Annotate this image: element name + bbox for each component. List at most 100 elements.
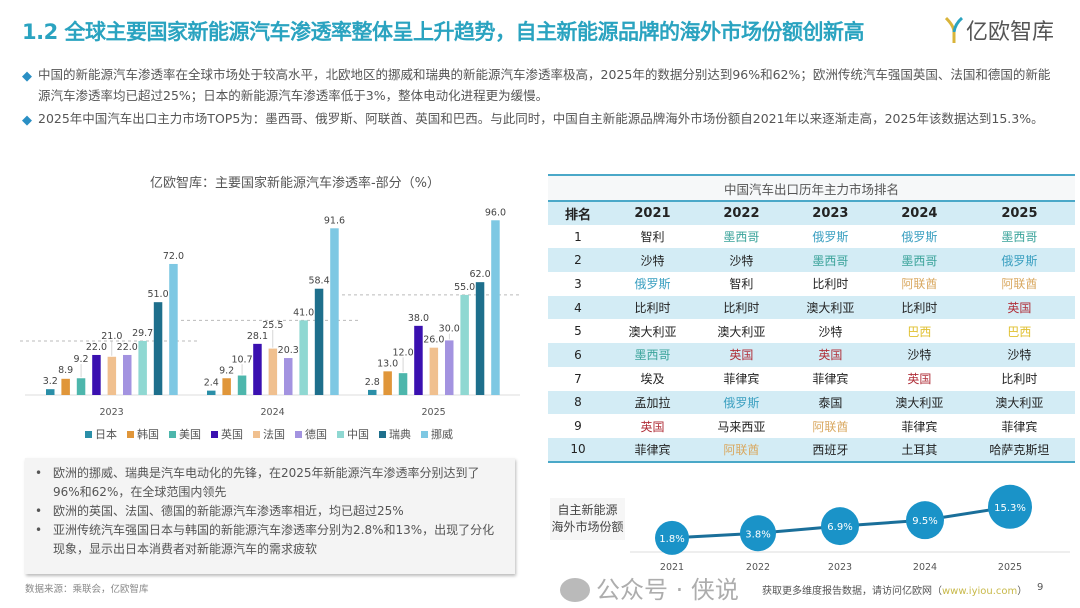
market-cell: 哈萨克斯坦 (963, 437, 1075, 463)
footer-link[interactable]: www.iyiou.com (942, 586, 1018, 597)
x-tick-label: 2025 (998, 562, 1022, 573)
rank-cell: 8 (548, 390, 608, 415)
bar (383, 371, 392, 395)
share-label-line: 自主新能源 (557, 503, 618, 517)
legend-item: 挪威 (421, 426, 453, 442)
diamond-icon: ◆ (22, 113, 32, 128)
table-row: 5 澳大利亚 澳大利亚 沙特 巴西 巴西 (548, 319, 1075, 343)
market-cell: 沙特 (874, 343, 964, 367)
page-number: 9 (1037, 582, 1044, 593)
share-point (906, 501, 944, 540)
rank-cell: 1 (574, 229, 582, 244)
legend-label: 法国 (263, 428, 285, 441)
legend-swatch (211, 430, 218, 438)
footer-text: 获取更多维度报告数据，请访问亿欧网（ (762, 586, 942, 597)
market-cell: 菲律宾 (608, 437, 697, 463)
table-caption: 中国汽车出口历年主力市场排名 (548, 174, 1075, 201)
footer: 获取更多维度报告数据，请访问亿欧网（www.iyiou.com） (762, 582, 1027, 597)
share-point (740, 515, 776, 552)
legend-item: 瑞典 (379, 426, 411, 442)
column-header: 2021 (608, 200, 697, 225)
table-row: 6 墨西哥 英国 英国 沙特 沙特 (548, 343, 1075, 367)
bar-value-label: 21.0 (101, 331, 122, 342)
share-point (988, 484, 1032, 529)
share-point (655, 520, 689, 555)
share-label: 自主新能源 海外市场份额 (550, 498, 625, 540)
page-title: 1.2 全球主要国家新能源汽车渗透率整体呈上升趋势，自主新能源品牌的海外市场份额… (22, 20, 865, 44)
logo: 亿欧智库 (945, 14, 1054, 46)
market-cell: 英国 (963, 295, 1075, 320)
bar (299, 320, 308, 395)
legend-item: 英国 (211, 426, 243, 442)
share-value-label: 15.3% (994, 503, 1026, 514)
bar-value-label: 25.5 (262, 320, 283, 331)
bar-value-label: 41.0 (293, 307, 314, 318)
market-cell: 智利 (640, 230, 665, 245)
bar (107, 356, 117, 395)
bar-value-label: 3.2 (43, 376, 58, 387)
market-cell: 俄罗斯 (901, 230, 938, 245)
bar (330, 228, 339, 395)
legend-label: 德国 (305, 428, 327, 441)
market-cell: 阿联酋 (812, 419, 849, 434)
bar (123, 354, 132, 395)
chart-title: 亿欧智库：主要国家新能源汽车渗透率-部分（%） (149, 176, 441, 191)
legend-item: 美国 (169, 426, 201, 442)
bar (46, 389, 55, 395)
table-row: 10 菲律宾 阿联酋 西班牙 土耳其 哈萨克斯坦 (548, 437, 1075, 463)
bar-value-label: 12.0 (392, 347, 413, 358)
bullet-text: 2025年中国汽车出口主力市场TOP5为：墨西哥、俄罗斯、阿联酋、英国和巴西。与… (38, 111, 1044, 126)
rank-cell: 9 (574, 419, 582, 434)
market-cell: 阿联酋 (1001, 277, 1038, 292)
rank-cell: 7 (574, 371, 582, 386)
share-value-label: 9.5% (912, 516, 937, 527)
summary-bullet: ◆ 2025年中国汽车出口主力市场TOP5为：墨西哥、俄罗斯、阿联酋、英国和巴西。… (22, 108, 1062, 129)
x-tick-label: 2022 (746, 562, 770, 573)
market-cell: 英国 (640, 419, 665, 434)
bar (460, 294, 469, 395)
footer-text-close: ） (1017, 586, 1028, 597)
market-cell: 墨西哥 (723, 230, 760, 245)
market-cell: 俄罗斯 (812, 230, 849, 245)
market-cell: 澳大利亚 (717, 324, 766, 339)
bar (429, 347, 439, 395)
legend-item: 中国 (337, 426, 369, 442)
market-cell: 沙特 (696, 248, 786, 273)
logo-text: 亿欧智库 (966, 20, 1055, 45)
market-cell: 澳大利亚 (628, 324, 677, 339)
bar (414, 325, 423, 395)
x-tick-label: 2024 (261, 407, 285, 418)
bar-value-label: 96.0 (485, 207, 506, 218)
market-cell: 英国 (907, 372, 932, 387)
bar (268, 348, 278, 395)
market-cell: 孟加拉 (608, 390, 697, 415)
share-line-chart: 1.8% 2021 3.8% 2022 6.9% 2023 9.5% 2024 15.3% 202… (630, 484, 1070, 573)
share-value-label: 1.8% (659, 534, 684, 545)
bar-value-label: 30.0 (439, 324, 460, 335)
legend-label: 美国 (179, 428, 201, 441)
bar (138, 340, 147, 395)
column-header: 2025 (963, 200, 1075, 225)
table-row: 7 埃及 菲律宾 菲律宾 英国 比利时 (548, 367, 1075, 391)
legend-item: 韩国 (127, 426, 159, 442)
diamond-icon: ◆ (22, 69, 32, 84)
bar (398, 373, 408, 395)
legend-swatch (169, 430, 176, 438)
bar-value-label: 26.0 (423, 335, 444, 346)
column-header: 2024 (874, 200, 964, 225)
legend-item: 法国 (253, 426, 285, 442)
market-cell: 阿联酋 (696, 437, 786, 463)
rank-cell: 4 (548, 295, 608, 320)
watermark: 公众号 · 侠说 (560, 576, 739, 604)
legend-swatch (85, 430, 92, 438)
bar-chart: 3.28.99.222.021.022.029.751.072.020232.4… (20, 207, 522, 418)
table-row: 9 英国 马来西亚 阿联酋 菲律宾 菲律宾 (548, 414, 1075, 438)
bullet-text: 中国的新能源汽车渗透率在全球市场处于较高水平，北欧地区的挪威和瑞典的新能源汽车渗… (38, 67, 1051, 103)
table-row: 2 沙特 沙特 墨西哥 墨西哥 俄罗斯 (548, 248, 1075, 273)
bar (368, 389, 377, 395)
x-tick-label: 2023 (828, 562, 852, 573)
market-cell: 英国 (785, 343, 875, 367)
market-cell: 澳大利亚 (963, 390, 1075, 415)
watermark-text: 公众号 · 侠说 (596, 576, 739, 604)
market-cell: 澳大利亚 (785, 295, 875, 320)
